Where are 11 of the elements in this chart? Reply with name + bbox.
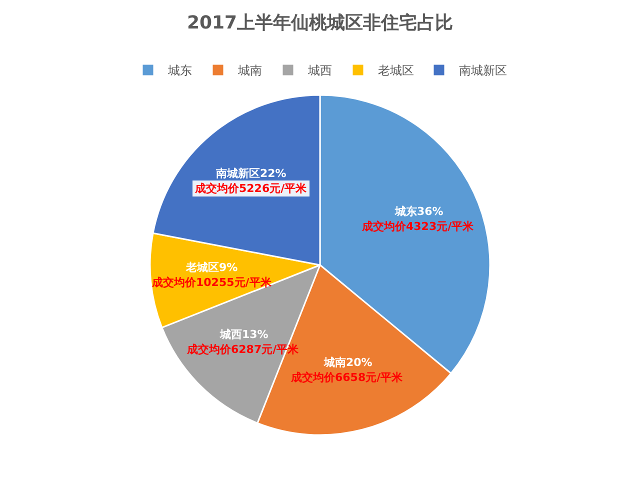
data-label: 城南20% 成交均价6658元/平米 [290, 356, 404, 384]
data-label: 老城区9% 成交均价10255元/平米 [151, 261, 272, 289]
legend-label: 南城新区 [459, 64, 507, 78]
legend-label: 城西 [307, 64, 332, 78]
data-label: 城东36% 成交均价4323元/平米 [361, 205, 475, 233]
data-label: 南城新区22% 成交均价5226元/平米 [194, 167, 308, 195]
legend-label: 老城区 [378, 64, 414, 78]
legend-label: 城南 [237, 64, 262, 78]
legend-label: 城东 [167, 64, 192, 78]
data-label: 城西13% 成交均价6287元/平米 [186, 328, 300, 356]
chart-title: 2017上半年仙桃城区非住宅占比 [186, 12, 454, 34]
